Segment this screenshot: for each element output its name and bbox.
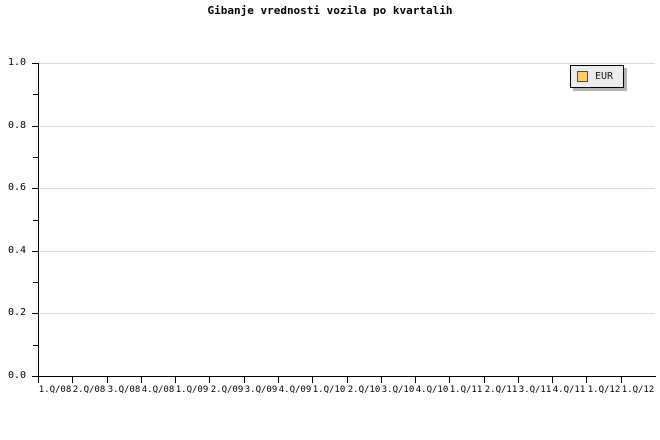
y-tick-label: 0.8 bbox=[7, 119, 26, 131]
x-tick-label: 1.Q/08 bbox=[38, 385, 72, 395]
y-tick-label: 0.0 bbox=[7, 370, 26, 381]
x-tick-label: 1.Q/11 bbox=[449, 385, 483, 395]
x-tick bbox=[621, 377, 622, 383]
y-axis-spine bbox=[38, 63, 39, 377]
x-tick-label: 1.Q/09 bbox=[175, 385, 209, 395]
y-tick-label: 0.6 bbox=[7, 182, 26, 194]
x-tick-label: 1.Q/12 bbox=[621, 385, 655, 395]
gridline-horizontal bbox=[38, 63, 655, 64]
y-tick-minor bbox=[33, 156, 38, 158]
y-tick-minor bbox=[33, 94, 38, 96]
gridline-horizontal bbox=[38, 125, 655, 127]
x-tick bbox=[449, 377, 450, 383]
y-tick-major bbox=[32, 376, 38, 377]
x-tick-label: 4.Q/11 bbox=[552, 385, 586, 395]
x-tick-label: 2.Q/09 bbox=[210, 385, 244, 395]
y-tick-major bbox=[32, 63, 38, 64]
y-tick-label: 0.2 bbox=[7, 307, 26, 319]
x-tick bbox=[175, 377, 176, 383]
gridline-horizontal bbox=[38, 250, 655, 252]
x-tick bbox=[72, 377, 73, 383]
x-tick-label: 2.Q/08 bbox=[72, 385, 106, 395]
x-tick bbox=[278, 377, 279, 383]
x-tick bbox=[244, 377, 245, 383]
y-tick-label: 1.0 bbox=[7, 57, 26, 68]
x-tick-label: 3.Q/11 bbox=[518, 385, 552, 395]
x-tick bbox=[141, 377, 142, 383]
x-axis-spine bbox=[38, 376, 656, 377]
x-tick bbox=[347, 377, 348, 383]
y-tick-minor bbox=[33, 219, 38, 221]
legend[interactable]: EUR bbox=[570, 65, 624, 88]
gridline-horizontal bbox=[38, 313, 655, 315]
y-tick-label: 0.4 bbox=[7, 244, 26, 256]
x-tick-label: 2.Q/10 bbox=[347, 385, 381, 395]
x-tick bbox=[381, 377, 382, 383]
y-tick-major bbox=[32, 313, 38, 315]
x-tick-label: 1.Q/12 bbox=[587, 385, 621, 395]
legend-label-eur: EUR bbox=[595, 70, 614, 82]
x-tick bbox=[552, 377, 553, 383]
x-tick bbox=[484, 377, 485, 383]
y-tick-minor bbox=[33, 282, 38, 284]
gridline-horizontal bbox=[38, 188, 655, 190]
x-tick bbox=[586, 377, 587, 383]
y-tick-major bbox=[32, 188, 38, 190]
x-tick-label: 3.Q/08 bbox=[107, 385, 141, 395]
x-tick-label: 4.Q/10 bbox=[415, 385, 449, 395]
x-tick bbox=[209, 377, 210, 383]
x-tick bbox=[518, 377, 519, 383]
x-tick bbox=[38, 377, 39, 383]
plot-area bbox=[38, 63, 655, 377]
y-tick-minor bbox=[33, 344, 38, 346]
x-tick-label: 4.Q/09 bbox=[278, 385, 312, 395]
y-tick-major bbox=[32, 250, 38, 252]
x-tick-label: 3.Q/10 bbox=[381, 385, 415, 395]
x-tick bbox=[312, 377, 313, 383]
y-tick-major bbox=[32, 125, 38, 127]
x-tick-label: 2.Q/11 bbox=[484, 385, 518, 395]
x-tick-label: 3.Q/09 bbox=[244, 385, 278, 395]
x-tick-label: 1.Q/10 bbox=[312, 385, 346, 395]
legend-swatch-eur-icon bbox=[577, 71, 588, 82]
chart-title: Gibanje vrednosti vozila po kvartalih bbox=[207, 4, 453, 17]
x-tick bbox=[107, 377, 108, 383]
x-tick bbox=[415, 377, 416, 383]
x-tick-label: 4.Q/08 bbox=[141, 385, 175, 395]
